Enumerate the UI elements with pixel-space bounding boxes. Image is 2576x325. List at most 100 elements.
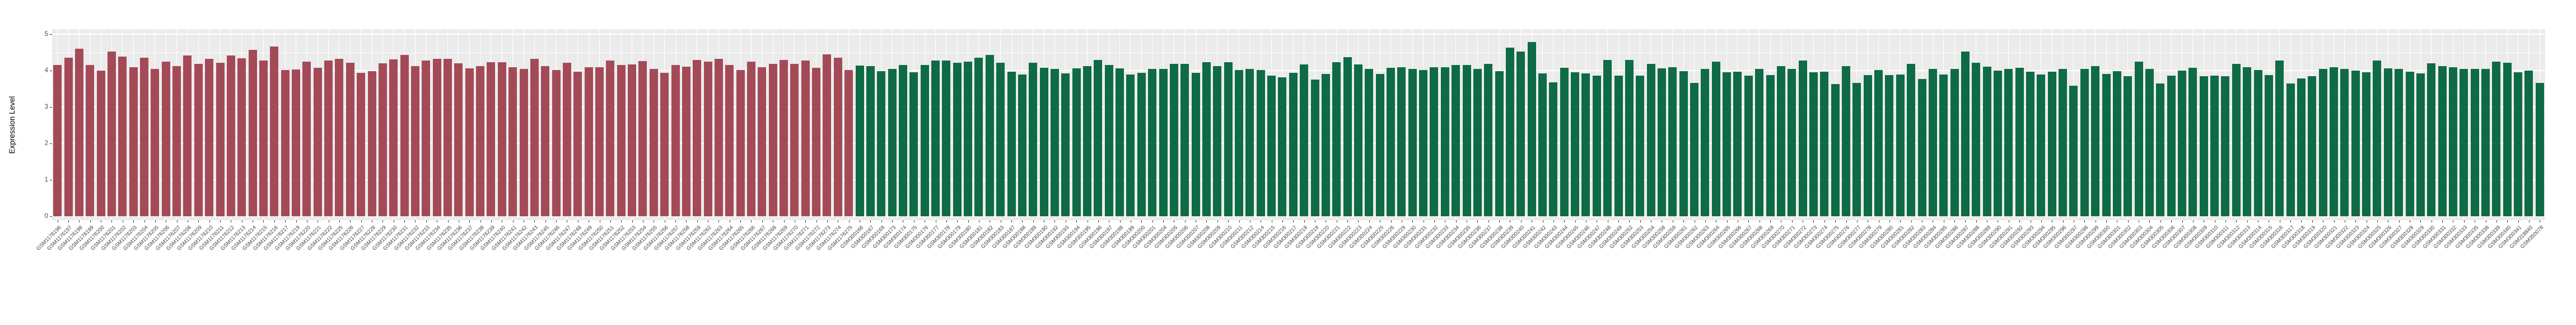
x-tick-mark: [1726, 220, 1728, 222]
bar: [1885, 75, 1894, 216]
bar: [2037, 74, 2046, 216]
x-tick-mark: [2463, 220, 2465, 222]
x-tick-mark: [1184, 220, 1186, 222]
bar: [1809, 72, 1818, 216]
x-tick-mark: [2377, 220, 2378, 222]
bar: [2047, 71, 2056, 216]
x-tick-mark: [2149, 220, 2150, 222]
bar: [931, 61, 940, 216]
x-tick-mark: [296, 220, 297, 222]
x-tick-mark: [2084, 220, 2085, 222]
bar: [53, 65, 62, 216]
x-tick-mark: [2019, 220, 2020, 222]
bar: [324, 61, 333, 216]
x-tick-mark: [740, 220, 741, 222]
bar: [606, 60, 615, 216]
x-tick-mark: [1434, 220, 1435, 222]
x-tick-mark: [350, 220, 351, 222]
bar: [2395, 68, 2404, 216]
y-tick-label: 1: [44, 177, 48, 183]
x-tick-mark: [1835, 220, 1836, 222]
bar: [2112, 71, 2121, 216]
bar: [1321, 73, 1330, 216]
bar: [237, 58, 246, 216]
x-tick-mark: [144, 220, 145, 222]
x-tick-mark: [1293, 220, 1294, 222]
bar: [2232, 63, 2241, 216]
bar: [1538, 73, 1547, 216]
bar: [1690, 83, 1698, 216]
bar: [1788, 69, 1796, 216]
bar: [725, 64, 734, 216]
x-tick-mark: [2062, 220, 2064, 222]
bar: [74, 49, 83, 216]
x-tick-mark: [2171, 220, 2172, 222]
x-tick-mark: [2442, 220, 2443, 222]
bar: [1039, 67, 1048, 216]
x-axis-labels: GSM1176196 GSM1176197 GSM1176198 GSM1176199…: [35, 224, 2545, 252]
x-tick-mark: [1629, 220, 1630, 222]
bar: [1094, 59, 1103, 216]
y-tick-mark: [50, 143, 52, 144]
x-tick-mark: [1575, 220, 1576, 222]
x-tick-mark: [1390, 220, 1392, 222]
x-tick-mark: [480, 220, 481, 222]
bar: [530, 59, 539, 216]
x-tick-mark: [2518, 220, 2519, 222]
x-tick-mark: [1900, 220, 1901, 222]
x-tick-mark: [556, 220, 557, 222]
x-tick-mark: [1564, 220, 1565, 222]
bar: [1820, 71, 1829, 216]
x-tick-mark: [892, 220, 893, 222]
bar: [1018, 74, 1026, 216]
bar: [183, 55, 192, 216]
bar: [2210, 76, 2219, 216]
bar: [400, 55, 409, 216]
bar: [1516, 52, 1525, 216]
bar: [1571, 72, 1580, 216]
x-tick-mark: [1954, 220, 1956, 222]
y-tick-mark: [50, 34, 52, 35]
bar: [2362, 72, 2371, 216]
bar: [1657, 68, 1666, 216]
x-tick-mark: [1206, 220, 1207, 222]
bar: [2026, 71, 2035, 216]
bar: [1137, 72, 1146, 216]
x-tick-mark: [1228, 220, 1229, 222]
bar: [1430, 67, 1439, 216]
bar: [367, 71, 376, 216]
x-tick-mark: [1152, 220, 1153, 222]
bar: [335, 58, 344, 216]
bar: [2524, 71, 2533, 216]
bar: [292, 69, 301, 216]
x-tick-mark: [2192, 220, 2194, 222]
bar: [1419, 69, 1428, 216]
y-tick-label: 4: [44, 67, 48, 74]
bar: [2427, 63, 2436, 216]
bar: [64, 58, 73, 216]
bar: [1213, 66, 1222, 216]
bar: [1950, 68, 1959, 216]
x-tick-mark: [1163, 220, 1164, 222]
x-tick-mark: [1520, 220, 1522, 222]
bar: [1159, 69, 1168, 216]
x-tick-mark: [610, 220, 611, 222]
bar: [996, 63, 1005, 216]
bar: [768, 64, 777, 216]
bar: [1116, 68, 1124, 216]
bar: [1679, 71, 1688, 216]
major-gridline: [52, 143, 2545, 144]
bar: [649, 69, 658, 216]
major-gridline: [52, 70, 2545, 71]
bar: [2330, 67, 2339, 216]
bar: [2503, 62, 2512, 216]
x-tick-mark: [957, 220, 958, 222]
x-tick-mark: [339, 220, 340, 222]
bar: [2134, 61, 2143, 216]
bar: [1982, 66, 1991, 216]
bar: [714, 59, 723, 216]
bar: [1083, 66, 1092, 216]
bar: [357, 72, 366, 216]
bar: [584, 67, 593, 216]
bar: [1755, 69, 1764, 216]
